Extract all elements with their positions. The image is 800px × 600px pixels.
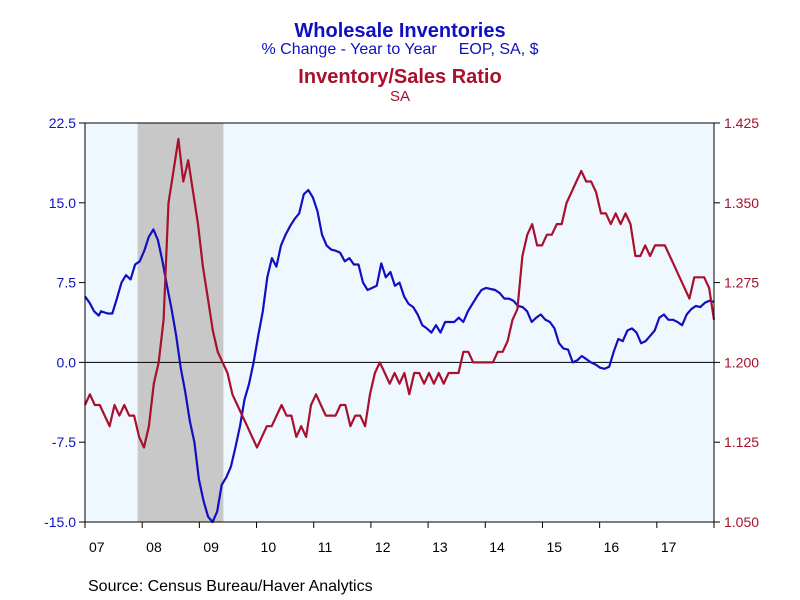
y-left-tick-label: 22.5 bbox=[49, 115, 76, 131]
x-tick-label: 07 bbox=[89, 539, 105, 555]
plot-frame bbox=[84, 122, 715, 523]
y-right-tick-label: 1.125 bbox=[724, 434, 759, 450]
chart-subtitle-left: % Change - Year to Year bbox=[261, 41, 437, 58]
chart-subtitle-right: EOP, SA, $ bbox=[458, 41, 539, 58]
x-tick-label: 12 bbox=[375, 539, 391, 555]
series-line-wholesale-inventories bbox=[84, 188, 715, 524]
y-left-tick-label: -15.0 bbox=[44, 514, 76, 530]
x-tick-label: 13 bbox=[432, 539, 448, 555]
x-tick-label: 14 bbox=[489, 539, 505, 555]
x-tick-label: 11 bbox=[318, 539, 333, 555]
x-tick-label: 17 bbox=[661, 539, 677, 555]
chart-subtitle: % Change - Year to Year EOP, SA, $ bbox=[0, 41, 800, 59]
x-tick-label: 09 bbox=[203, 539, 219, 555]
y-right-tick-label: 1.275 bbox=[724, 275, 759, 291]
source-note: Source: Census Bureau/Haver Analytics bbox=[88, 578, 373, 595]
x-tick-label: 16 bbox=[604, 539, 620, 555]
x-tick-label: 08 bbox=[146, 539, 162, 555]
y-left-tick-label: 0.0 bbox=[57, 354, 77, 370]
chart-subtitle-secondary: SA bbox=[389, 88, 410, 105]
series-line-inventory-sales-ratio bbox=[83, 137, 716, 449]
x-tick-label: 10 bbox=[261, 539, 277, 555]
y-right-tick-label: 1.350 bbox=[724, 195, 759, 211]
chart-title-secondary: Inventory/Sales Ratio bbox=[298, 66, 502, 88]
recession-band bbox=[137, 123, 224, 522]
y-left-tick-label: -7.5 bbox=[52, 434, 76, 450]
y-right-tick-label: 1.050 bbox=[724, 514, 759, 530]
x-tick-label: 15 bbox=[546, 539, 562, 555]
y-right-tick-label: 1.425 bbox=[724, 115, 759, 131]
y-right-tick-label: 1.200 bbox=[724, 354, 759, 370]
y-left-tick-label: 15.0 bbox=[49, 195, 76, 211]
y-left-tick-label: 7.5 bbox=[57, 275, 77, 291]
chart-title: Wholesale Inventories bbox=[294, 20, 506, 42]
